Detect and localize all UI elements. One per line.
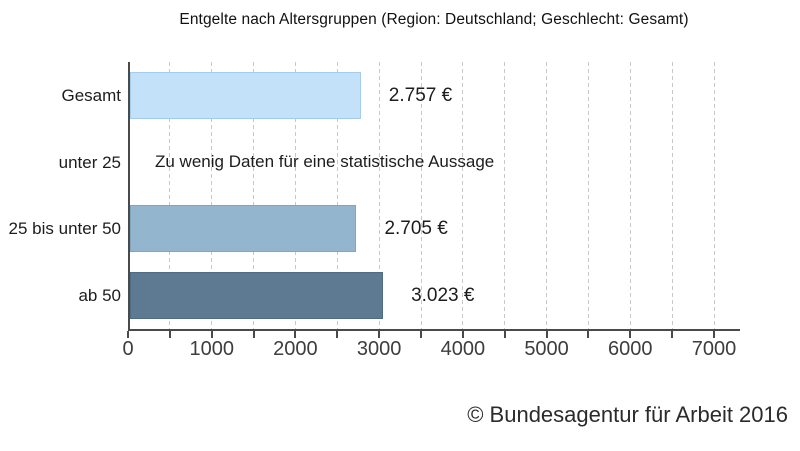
x-gridline [211,62,213,329]
x-axis-tick-label: 7000 [691,338,737,360]
x-axis-tick [713,331,715,338]
x-axis-tick [545,331,548,338]
x-axis-tick [127,331,129,338]
bar [130,205,357,253]
category-label: unter 25 [58,152,121,172]
x-gridline [169,62,171,329]
x-axis-tick [252,331,255,338]
no-data-message: Zu wenig Daten für eine statistische Aus… [155,151,495,171]
x-axis-tick [503,331,506,338]
x-axis-tick-label: 6000 [608,338,653,360]
chart-title: Entgelte nach Altersgruppen (Region: Deu… [179,11,689,28]
x-gridline [462,62,464,329]
x-axis-tick-label: 3000 [356,338,402,360]
x-gridline [546,62,548,329]
bar-value-label: 3.023 € [411,285,475,307]
category-label: Gesamt [61,85,121,105]
x-axis-tick [294,331,297,338]
x-gridline [504,62,506,329]
x-gridline [378,62,380,329]
x-axis-tick [629,331,632,338]
x-axis-tick-label: 1000 [189,338,234,360]
category-label: 25 bis unter 50 [8,219,121,239]
x-axis-tick [210,331,213,338]
bar [130,272,384,320]
y-axis-line [128,62,130,331]
x-gridline [294,62,296,329]
x-gridline [336,62,338,329]
x-gridline [587,62,589,329]
x-axis-tick-label: 2000 [273,338,318,360]
x-axis-tick [587,331,590,338]
x-axis-tick-label: 0 [122,338,134,360]
x-gridline [253,62,255,329]
bar-value-label: 2.757 € [388,84,453,106]
x-axis-tick-label: 5000 [524,338,569,360]
copyright-credit: © Bundesagentur für Arbeit 2016 [467,402,788,427]
x-axis-tick [420,331,422,338]
category-label: ab 50 [78,286,121,306]
x-gridline [713,62,715,329]
x-gridline [629,62,631,329]
x-gridline [420,62,422,329]
x-axis-tick [336,331,339,338]
x-axis-tick-label: 4000 [440,338,486,360]
x-gridline [671,62,673,329]
bar-value-label: 2.705 € [384,218,448,240]
x-axis-tick [378,331,381,338]
x-axis-line [128,329,740,331]
x-axis-tick [461,331,464,338]
x-axis-tick [168,331,171,338]
x-axis-tick [671,331,674,338]
bar [130,71,361,119]
